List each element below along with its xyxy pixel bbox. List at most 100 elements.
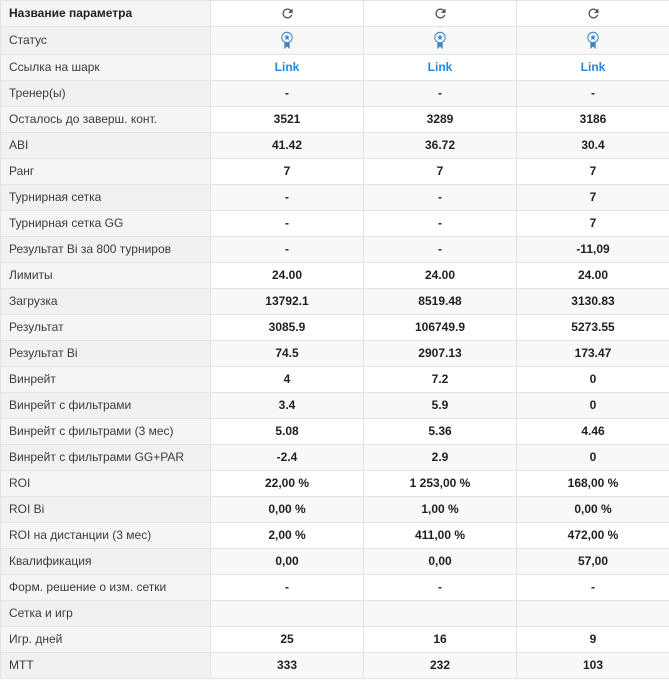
row-label: Результат [0, 314, 211, 341]
cell-value [363, 600, 517, 627]
table-row: МТТ 333 232 103 [0, 652, 669, 679]
cell-value: 3521 [210, 106, 364, 133]
cell-value: 0,00 [363, 548, 517, 575]
cell-value: - [516, 574, 669, 601]
table-row: Турнирная сетка - -7 [0, 184, 669, 211]
row-label: Сетка и игр [0, 600, 211, 627]
table-row: Винрейт с фильтрами (3 мес) 5.08 5.36 4.46 [0, 418, 669, 445]
cell-value: 7.2 [363, 366, 517, 393]
cell-value: - [363, 574, 517, 601]
table-row: Квалификация 0,00 0,00 57,00 [0, 548, 669, 575]
status-cell [210, 26, 364, 55]
row-label: Винрейт с фильтрами [0, 392, 211, 419]
cell-value: 5.9 [363, 392, 517, 419]
cell-value: 36.72 [363, 132, 517, 159]
cell-value: 472,00 % [516, 522, 669, 549]
refresh-cell [363, 0, 517, 27]
row-label: Винрейт с фильтрами (3 мес) [0, 418, 211, 445]
cell-value: 7 [516, 210, 669, 237]
refresh-icon[interactable] [586, 6, 601, 21]
cell-value: 22,00 % [210, 470, 364, 497]
shark-link[interactable]: Link [274, 60, 300, 74]
cell-value: - [210, 574, 364, 601]
cell-value: 0 [516, 444, 669, 471]
status-cell [516, 26, 669, 55]
table-row: Тренер(ы) - - - [0, 80, 669, 107]
table-header-label: Название параметра [0, 0, 211, 27]
cell-value: 411,00 % [363, 522, 517, 549]
cell-value: 2,00 % [210, 522, 364, 549]
cell-value: 9 [516, 626, 669, 653]
row-label: МТТ [0, 652, 211, 679]
row-label: ROI Bi [0, 496, 211, 523]
link-cell: Link [516, 54, 669, 81]
cell-value: 57,00 [516, 548, 669, 575]
table-row: Форм. решение о изм. сетки - - - [0, 574, 669, 601]
cell-value: 3289 [363, 106, 517, 133]
table-row: Результат Bi 74.5 2907.13 173.47 [0, 340, 669, 367]
row-label: Игр. дней [0, 626, 211, 653]
link-cell: Link [210, 54, 364, 81]
cell-value: 25 [210, 626, 364, 653]
cell-value: - [210, 80, 364, 107]
row-label: Ссылка на шарк [0, 54, 211, 81]
cell-value: 0 [516, 392, 669, 419]
cell-value: - [210, 184, 364, 211]
cell-value: 3186 [516, 106, 669, 133]
cell-value: -11,09 [516, 236, 669, 263]
award-ribbon-icon [279, 31, 295, 50]
award-ribbon-icon [585, 31, 601, 50]
table-row: ROI на дистанции (3 мес) 2,00 % 411,00 % 47… [0, 522, 669, 549]
cell-value: 4.46 [516, 418, 669, 445]
shark-link[interactable]: Link [427, 60, 453, 74]
row-label: ROI на дистанции (3 мес) [0, 522, 211, 549]
table-row: Результат Bi за 800 турниров - - -11,09 [0, 236, 669, 263]
cell-value: - [210, 210, 364, 237]
parameters-comparison-table: Название параметра Статус Ссылка на шарк Li… [0, 0, 669, 679]
row-label: Турнирная сетка GG [0, 210, 211, 237]
table-row: Ранг 7 7 7 [0, 158, 669, 185]
row-label: Винрейт с фильтрами GG+PAR [0, 444, 211, 471]
cell-value: 103 [516, 652, 669, 679]
table-row: ROI 22,00 % 1 253,00 % 168,00 % [0, 470, 669, 497]
cell-value: 24.00 [363, 262, 517, 289]
cell-value: 168,00 % [516, 470, 669, 497]
table-row: Винрейт 4 7.2 0 [0, 366, 669, 393]
award-ribbon-icon [432, 31, 448, 50]
cell-value: - [516, 80, 669, 107]
cell-value: 3.4 [210, 392, 364, 419]
cell-value: 4 [210, 366, 364, 393]
cell-value: 0,00 % [516, 496, 669, 523]
cell-value: 5273.55 [516, 314, 669, 341]
row-label: ABI [0, 132, 211, 159]
row-label: ROI [0, 470, 211, 497]
table-row: Название параметра [0, 0, 669, 27]
cell-value: 30.4 [516, 132, 669, 159]
row-label: Квалификация [0, 548, 211, 575]
cell-value: 106749.9 [363, 314, 517, 341]
cell-value: -2.4 [210, 444, 364, 471]
row-label: Форм. решение о изм. сетки [0, 574, 211, 601]
row-label: Загрузка [0, 288, 211, 315]
cell-value: - [210, 236, 364, 263]
table-row: Ссылка на шарк Link Link Link [0, 54, 669, 81]
table-row: Турнирная сетка GG - -7 [0, 210, 669, 237]
refresh-cell [516, 0, 669, 27]
link-cell: Link [363, 54, 517, 81]
refresh-icon[interactable] [280, 6, 295, 21]
table-row: Винрейт с фильтрами 3.4 5.9 0 [0, 392, 669, 419]
cell-value [210, 600, 364, 627]
cell-value: - [363, 236, 517, 263]
cell-value: 74.5 [210, 340, 364, 367]
row-label: Турнирная сетка [0, 184, 211, 211]
cell-value: - [363, 184, 517, 211]
row-label: Результат Bi за 800 турниров [0, 236, 211, 263]
cell-value: 7 [210, 158, 364, 185]
cell-value: 24.00 [210, 262, 364, 289]
shark-link[interactable]: Link [580, 60, 606, 74]
table-row: Лимиты 24.00 24.00 24.00 [0, 262, 669, 289]
table-row: ROI Bi 0,00 % 1,00 % 0,00 % [0, 496, 669, 523]
table-row: Игр. дней 25 16 9 [0, 626, 669, 653]
refresh-icon[interactable] [433, 6, 448, 21]
row-label: Осталось до заверш. конт. [0, 106, 211, 133]
